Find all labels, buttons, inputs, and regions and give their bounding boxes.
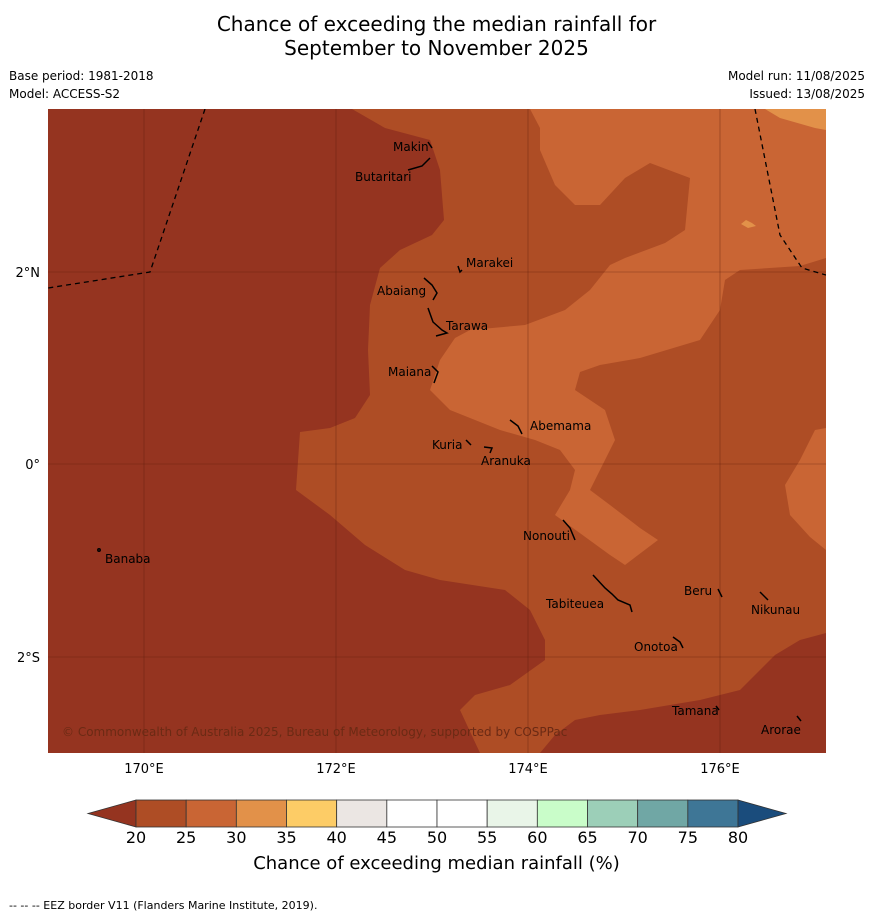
island-kuria bbox=[465, 439, 472, 446]
lon-tick-174: 174°E bbox=[508, 762, 548, 777]
contour-30-35-spot bbox=[741, 220, 756, 228]
island-onotoa bbox=[672, 636, 684, 649]
colorbar-segment bbox=[536, 799, 588, 828]
place-onotoa: Onotoa bbox=[634, 640, 678, 654]
model-run-text: Model run: 11/08/2025 bbox=[727, 69, 865, 83]
colorbar-segment bbox=[587, 799, 639, 828]
eez-footnote: -- -- -- EEZ border V11 (Flanders Marine… bbox=[9, 899, 318, 912]
colorbar-segment bbox=[235, 799, 287, 828]
place-tabiteuea: Tabiteuea bbox=[545, 597, 604, 611]
colorbar-segment bbox=[386, 799, 438, 828]
colorbar-segment bbox=[486, 799, 538, 828]
island-butaritari bbox=[407, 157, 431, 171]
colorbar-tick: 50 bbox=[426, 828, 448, 847]
eez-border bbox=[48, 109, 826, 289]
colorbar-label: Chance of exceeding median rainfall (%) bbox=[253, 853, 620, 874]
contour-20-below-se bbox=[540, 633, 826, 753]
colorbar-tick: 70 bbox=[627, 828, 648, 847]
colorbar-tick: 40 bbox=[326, 828, 347, 847]
lon-tick-172: 172°E bbox=[316, 762, 356, 777]
colorbar-segment bbox=[185, 799, 237, 828]
copyright-text: © Commonwealth of Australia 2025, Bureau… bbox=[62, 725, 567, 739]
place-aranuka: Aranuka bbox=[481, 454, 531, 468]
lon-tick-176: 176°E bbox=[700, 762, 740, 777]
gridlines bbox=[48, 109, 826, 753]
island-nonouti bbox=[562, 519, 576, 541]
base-period-text: Base period: 1981-2018 bbox=[9, 69, 154, 83]
colorbar-tick: 80 bbox=[727, 828, 749, 847]
place-abemama: Abemama bbox=[530, 419, 591, 433]
colorbar-tick: 35 bbox=[276, 828, 297, 847]
colorbar-tick: 60 bbox=[527, 828, 548, 847]
place-maiana: Maiana bbox=[388, 365, 431, 379]
island-nikunau bbox=[759, 591, 769, 601]
island-maiana bbox=[431, 365, 439, 384]
island-aranuka bbox=[483, 446, 494, 454]
place-labels: Makin Butaritari Marakei Abaiang Tarawa … bbox=[105, 140, 801, 737]
island-abemama bbox=[509, 419, 523, 435]
island-abaiang bbox=[423, 277, 438, 301]
colorbar-segment bbox=[286, 799, 338, 828]
island-makin bbox=[427, 141, 433, 149]
colorbar-segment bbox=[436, 799, 488, 828]
lat-tick-2s: 2°S bbox=[17, 651, 40, 666]
contour-25-30-east bbox=[785, 428, 826, 550]
colorbar-segment bbox=[135, 799, 187, 828]
place-tamana: Tamana bbox=[671, 704, 719, 718]
colorbar-segment bbox=[336, 799, 388, 828]
issued-text: Issued: 13/08/2025 bbox=[749, 87, 865, 101]
place-beru: Beru bbox=[684, 584, 712, 598]
rainfall-contours bbox=[48, 109, 826, 753]
colorbar-segment bbox=[687, 799, 739, 828]
island-outlines bbox=[97, 141, 802, 722]
island-beru bbox=[717, 588, 723, 598]
title-line-2: September to November 2025 bbox=[284, 36, 589, 60]
island-arorae bbox=[796, 715, 802, 722]
colorbar-segment bbox=[637, 799, 689, 828]
colorbar bbox=[86, 799, 788, 828]
map-title: Chance of exceeding the median rainfall … bbox=[0, 12, 873, 60]
colorbar-tick: 75 bbox=[677, 828, 698, 847]
colorbar-tick: 55 bbox=[476, 828, 498, 847]
island-tabiteuea bbox=[592, 574, 633, 613]
lat-tick-0: 0° bbox=[25, 458, 40, 473]
island-marakei bbox=[457, 265, 463, 274]
meta-right: Model run: 11/08/2025 Issued: 13/08/2025 bbox=[728, 67, 865, 103]
lat-tick-2n: 2°N bbox=[16, 266, 41, 281]
place-butaritari: Butaritari bbox=[355, 170, 412, 184]
colorbar-tick: 65 bbox=[577, 828, 598, 847]
place-makin: Makin bbox=[393, 140, 429, 154]
colorbar-over-triangle bbox=[737, 799, 788, 828]
island-tamana bbox=[715, 705, 720, 711]
place-nonouti: Nonouti bbox=[523, 529, 570, 543]
place-tarawa: Tarawa bbox=[445, 319, 488, 333]
island-banaba bbox=[97, 548, 101, 552]
colorbar-tick: 30 bbox=[226, 828, 247, 847]
lon-tick-170: 170°E bbox=[124, 762, 164, 777]
place-arorae: Arorae bbox=[761, 723, 801, 737]
meta-left: Base period: 1981-2018 Model: ACCESS-S2 bbox=[9, 67, 154, 103]
colorbar-tick: 25 bbox=[175, 828, 197, 847]
place-marakei: Marakei bbox=[466, 256, 513, 270]
colorbar-under-triangle bbox=[86, 799, 137, 828]
place-abaiang: Abaiang bbox=[377, 284, 426, 298]
colorbar-tick: 45 bbox=[376, 828, 397, 847]
contour-25-30 bbox=[430, 109, 826, 565]
title-line-1: Chance of exceeding the median rainfall … bbox=[216, 12, 657, 36]
place-kuria: Kuria bbox=[432, 438, 463, 452]
place-nikunau: Nikunau bbox=[751, 603, 800, 617]
axis-ticks: 170°E 172°E 174°E 176°E 2°N 0° 2°S bbox=[16, 266, 740, 777]
colorbar-tick: 20 bbox=[125, 828, 147, 847]
contour-30-35 bbox=[765, 109, 826, 130]
model-text: Model: ACCESS-S2 bbox=[9, 87, 121, 101]
island-tarawa bbox=[427, 307, 449, 337]
place-banaba: Banaba bbox=[105, 552, 151, 566]
